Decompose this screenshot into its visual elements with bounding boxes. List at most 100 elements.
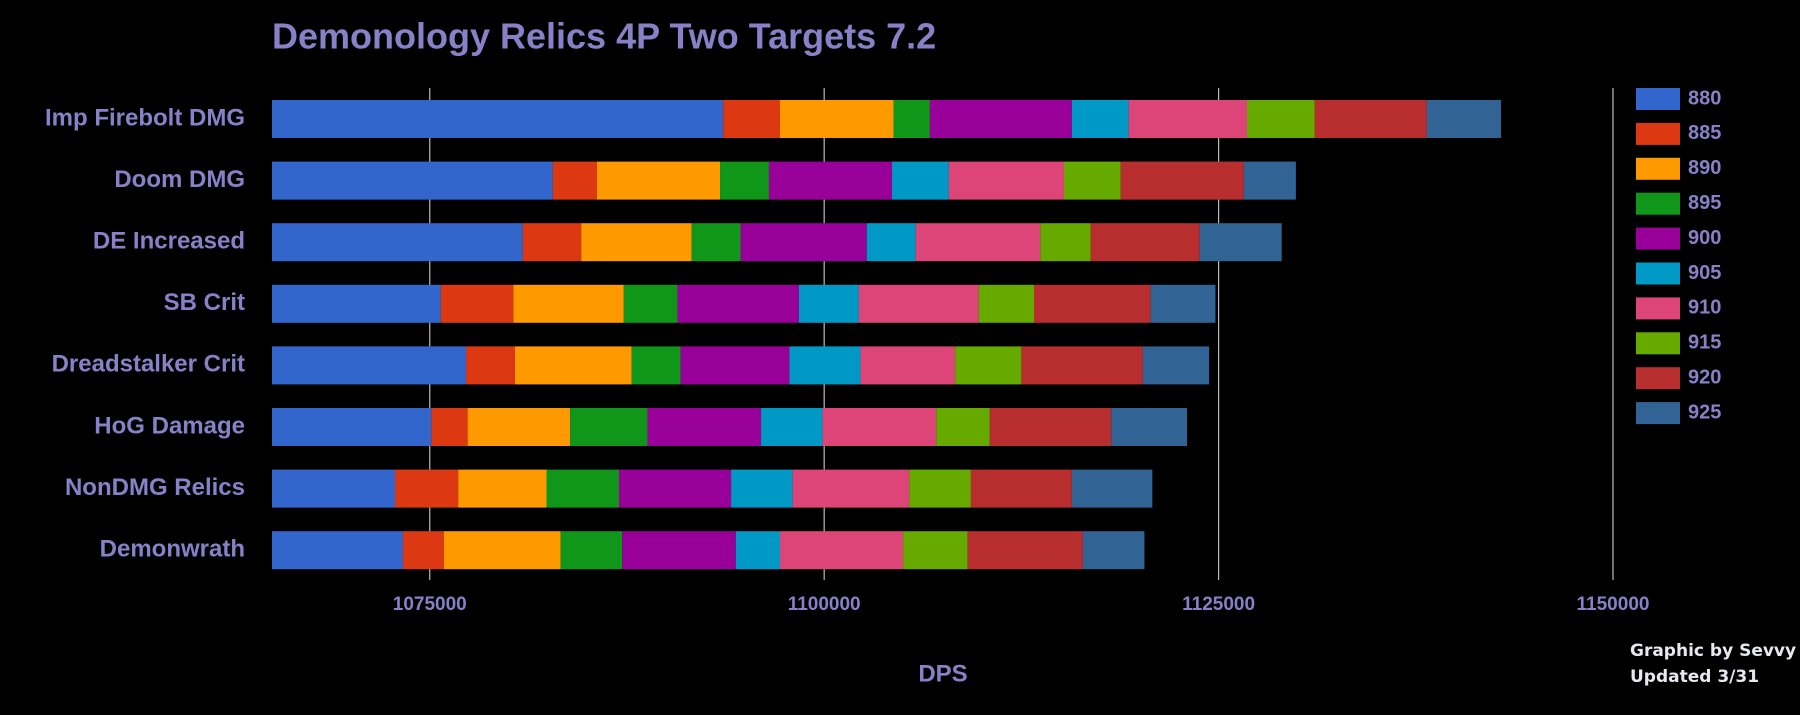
bar-segment	[989, 408, 1112, 446]
legend-label: 915	[1688, 332, 1721, 354]
bar-segment	[1071, 100, 1129, 138]
bar-segment	[860, 346, 956, 385]
bar-segment	[272, 284, 441, 323]
bar-segment	[647, 408, 762, 446]
bar-segment	[1034, 284, 1151, 323]
bar-segment	[581, 223, 692, 262]
bar-segment	[514, 346, 632, 385]
y-tick-label: NonDMG Relics	[65, 474, 245, 501]
bar-segment	[915, 223, 1041, 262]
bar-segment	[513, 284, 624, 323]
footer-updated: Updated 3/31	[1630, 667, 1759, 687]
footer-credit: Graphic by Sevvy	[1630, 641, 1796, 661]
bar-segment	[272, 469, 396, 508]
bar-segment	[1142, 346, 1210, 385]
bar-segment	[1021, 346, 1143, 385]
bar-segment	[560, 531, 623, 570]
bar-segment	[955, 346, 1022, 385]
bar-segment	[395, 469, 459, 508]
bar-segment	[458, 469, 547, 508]
x-tick-label: 1100000	[788, 594, 861, 615]
bar-segment	[909, 469, 971, 508]
bar-segment	[970, 469, 1072, 508]
bar-segment	[1082, 531, 1145, 570]
legend-swatch	[1636, 402, 1680, 425]
legend-swatch	[1636, 227, 1680, 250]
bar-segment	[631, 346, 681, 385]
legend-label: 910	[1688, 297, 1721, 319]
bar-segment	[740, 223, 867, 262]
legend-label: 885	[1688, 122, 1721, 144]
bar-segment	[596, 161, 721, 200]
bar-segment	[967, 531, 1083, 570]
bar-segment	[272, 223, 523, 262]
bar-segment	[552, 161, 597, 200]
bar-segment	[929, 100, 1072, 138]
legend-swatch	[1636, 367, 1680, 390]
bar-segment	[440, 284, 514, 323]
bar-segment	[467, 408, 571, 446]
legend-swatch	[1636, 297, 1680, 320]
legend-label: 900	[1688, 227, 1721, 249]
y-tick-label: Imp Firebolt DMG	[45, 104, 245, 131]
bar-segment	[720, 161, 769, 200]
bar-segment	[272, 100, 724, 138]
legend-label: 895	[1688, 192, 1721, 214]
bar-segment	[780, 531, 904, 570]
chart-title: Demonology Relics 4P Two Targets 7.2	[272, 16, 936, 57]
bar-segment	[677, 284, 799, 323]
x-tick-label: 1075000	[393, 594, 467, 615]
bar-segment	[768, 161, 893, 200]
y-tick-label: SB Crit	[164, 289, 245, 316]
bar-segment	[761, 408, 823, 446]
bar-segment	[402, 531, 444, 570]
bar-segment	[731, 469, 793, 508]
bar-segment	[1071, 469, 1153, 508]
bar-segment	[619, 469, 732, 508]
bar-segment	[892, 161, 949, 200]
bar-segment	[893, 100, 930, 138]
bar-segment	[792, 469, 910, 508]
legend-swatch	[1636, 88, 1680, 110]
bar-segment	[1246, 100, 1315, 138]
legend-swatch	[1636, 332, 1680, 355]
bar-segment	[570, 408, 648, 446]
bar-segment	[1150, 284, 1216, 323]
y-tick-label: Doom DMG	[114, 166, 245, 193]
bar-segment	[466, 346, 515, 385]
bar-segment	[443, 531, 561, 570]
legend-swatch	[1636, 157, 1680, 180]
bar-segment	[431, 408, 468, 446]
legend-label: 920	[1688, 366, 1721, 388]
legend-label: 925	[1688, 401, 1721, 423]
bar-segment	[1243, 161, 1296, 200]
bar-segment	[1199, 223, 1282, 262]
y-tick-label: HoG Damage	[94, 412, 245, 439]
legend-label: 905	[1688, 262, 1721, 284]
bar-segment	[780, 100, 894, 138]
bar-segment	[1040, 223, 1091, 262]
bar-segment	[798, 284, 859, 323]
x-tick-label: 1125000	[1182, 594, 1255, 615]
bar-segment	[546, 469, 620, 508]
y-tick-label: Dreadstalker Crit	[52, 351, 245, 378]
bar-segment	[858, 284, 979, 323]
bar-segment	[1426, 100, 1501, 138]
bar-segment	[272, 346, 467, 385]
x-tick-label: 1150000	[1577, 594, 1650, 615]
legend-swatch	[1636, 122, 1680, 145]
x-axis-label: DPS	[918, 660, 967, 687]
bar-segment	[1090, 223, 1200, 262]
bar-segment	[623, 284, 678, 323]
bar-segment	[822, 408, 937, 446]
bar-segment	[622, 531, 736, 570]
bar-segment	[903, 531, 968, 570]
bar-segment	[522, 223, 582, 262]
bar-segment	[948, 161, 1064, 200]
bar-segment	[866, 223, 916, 262]
bar-segment	[723, 100, 781, 138]
bar-segment	[272, 531, 403, 570]
legend-swatch	[1636, 262, 1680, 285]
bar-segment	[680, 346, 790, 385]
